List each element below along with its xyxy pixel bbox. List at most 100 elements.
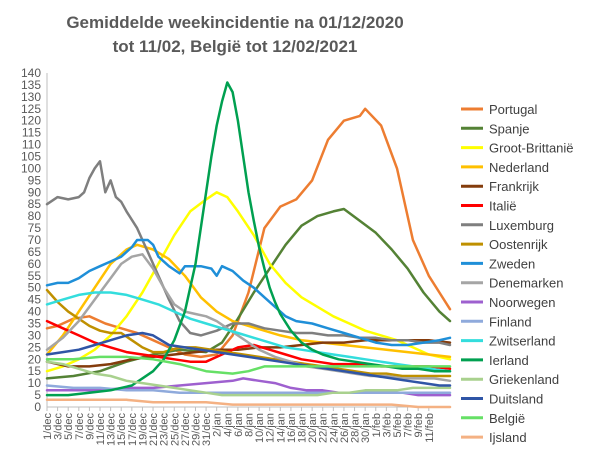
- x-tick-label: 14/jan: [275, 413, 287, 443]
- y-tick-label: 45: [28, 293, 42, 307]
- series-line-belgi-: [45, 355, 452, 375]
- legend-label: Finland: [489, 314, 532, 329]
- legend-label: Ierland: [489, 353, 529, 368]
- y-tick-label: 55: [28, 269, 42, 283]
- x-tick-label: 27/dec: [180, 413, 192, 447]
- x-tick-label: 3/dec: [53, 413, 65, 440]
- legend-label: Noorwegen: [489, 295, 556, 310]
- y-tick-label: 110: [22, 138, 41, 152]
- legend-label: Spanje: [489, 121, 529, 136]
- x-tick-label: 9/dec: [84, 413, 96, 440]
- chart-title-line2: tot 11/02, België tot 12/02/2021: [112, 37, 358, 56]
- y-tick-label: 20: [28, 352, 42, 366]
- y-tick-label: 135: [21, 78, 41, 92]
- chart-title-line1: Gemiddelde weekincidentie na 01/12/2020: [66, 13, 404, 32]
- x-tick-label: 11/dec: [95, 413, 107, 446]
- legend-label: Duitsland: [489, 392, 543, 407]
- series-line-groot-brittani-: [45, 191, 452, 373]
- y-tick-label: 140: [21, 66, 41, 80]
- legend-label: Nederland: [489, 160, 549, 175]
- legend-label: Zweden: [489, 256, 535, 271]
- legend-label: Griekenland: [489, 372, 559, 387]
- x-tick-label: 7/dec: [74, 413, 86, 440]
- y-tick-label: 25: [28, 340, 42, 354]
- x-tick-label: 1/feb: [371, 413, 383, 437]
- x-tick-label: 7/feb: [403, 413, 415, 437]
- x-tick-label: 1/dec: [42, 413, 54, 440]
- series-line-zwitserland: [45, 291, 452, 373]
- y-tick-label: 60: [28, 257, 42, 271]
- x-tick-label: 3/feb: [381, 413, 393, 437]
- x-tick-label: 16/jan: [286, 413, 298, 443]
- y-tick-label: 10: [28, 376, 42, 390]
- y-tick-label: 115: [22, 126, 41, 140]
- y-tick-label: 15: [28, 364, 42, 378]
- legend-label: België: [489, 411, 525, 426]
- y-tick-label: 80: [28, 209, 42, 223]
- legend-label: Luxemburg: [489, 218, 554, 233]
- series-line-portugal: [45, 107, 452, 359]
- legend-label: Groot-Brittanië: [489, 141, 574, 156]
- x-tick-label: 21/dec: [148, 413, 160, 447]
- x-tick-label: 19/dec: [137, 413, 149, 447]
- y-tick-label: 125: [21, 102, 41, 116]
- y-tick-label: 65: [28, 245, 42, 259]
- x-tick-label: 28/jan: [350, 413, 362, 443]
- legend-label: Frankrijk: [489, 179, 539, 194]
- legend-label: Italië: [489, 199, 516, 214]
- y-tick-label: 105: [21, 150, 41, 164]
- x-tick-label: 13/dec: [106, 413, 118, 447]
- legend-label: Portugal: [489, 102, 538, 117]
- x-tick-label: 10/jan: [254, 413, 266, 443]
- y-tick-label: 40: [28, 305, 42, 319]
- series-line-ijsland: [45, 398, 452, 409]
- y-tick-label: 130: [21, 90, 41, 104]
- x-tick-label: 18/jan: [297, 413, 309, 443]
- x-tick-label: 9/feb: [413, 413, 425, 437]
- x-tick-label: 12/jan: [265, 413, 277, 443]
- x-tick-label: 5/feb: [392, 413, 404, 437]
- x-tick-label: 30/jan: [360, 413, 372, 443]
- x-tick-label: 22/jan: [318, 413, 330, 443]
- y-tick-label: 100: [21, 161, 41, 175]
- series-line-zweden: [45, 238, 452, 347]
- y-tick-label: 5: [34, 388, 41, 402]
- x-tick-label: 6/jan: [233, 413, 245, 437]
- series-line-griekenland: [45, 360, 452, 397]
- y-tick-label: 0: [34, 400, 41, 414]
- x-tick-label: 11/feb: [424, 413, 436, 443]
- legend-label: Zwitserland: [489, 334, 555, 349]
- x-tick-label: 20/jan: [307, 413, 319, 443]
- y-tick-label: 90: [28, 185, 42, 199]
- series-line-frankrijk: [45, 338, 452, 368]
- legend-label: Ijsland: [489, 430, 527, 445]
- x-tick-label: 2/jan: [212, 413, 224, 437]
- y-tick-label: 95: [28, 173, 42, 187]
- x-tick-label: 24/jan: [328, 413, 340, 443]
- y-tick-label: 120: [21, 114, 41, 128]
- series-line-duitsland: [45, 331, 452, 387]
- x-tick-label: 31/dec: [201, 413, 213, 447]
- series-line-nederland: [45, 243, 452, 359]
- x-tick-label: 4/jan: [222, 413, 234, 437]
- x-tick-label: 29/dec: [190, 413, 202, 447]
- legend-label: Oostenrijk: [489, 237, 548, 252]
- legend-label: Denemarken: [489, 276, 563, 291]
- x-tick-label: 8/jan: [244, 413, 256, 437]
- y-tick-label: 50: [28, 281, 42, 295]
- x-tick-label: 26/jan: [339, 413, 351, 443]
- x-tick-label: 5/dec: [63, 413, 75, 440]
- series-line-ierland: [45, 81, 452, 397]
- y-tick-label: 30: [28, 328, 42, 342]
- x-tick-label: 17/dec: [127, 413, 139, 447]
- y-tick-label: 75: [28, 221, 42, 235]
- y-tick-label: 85: [28, 197, 42, 211]
- x-tick-label: 23/dec: [159, 413, 171, 447]
- x-tick-label: 15/dec: [116, 413, 128, 447]
- y-tick-label: 70: [28, 233, 42, 247]
- y-tick-label: 35: [28, 317, 42, 331]
- x-tick-label: 25/dec: [169, 413, 181, 447]
- series-line-oostenrijk: [45, 288, 452, 378]
